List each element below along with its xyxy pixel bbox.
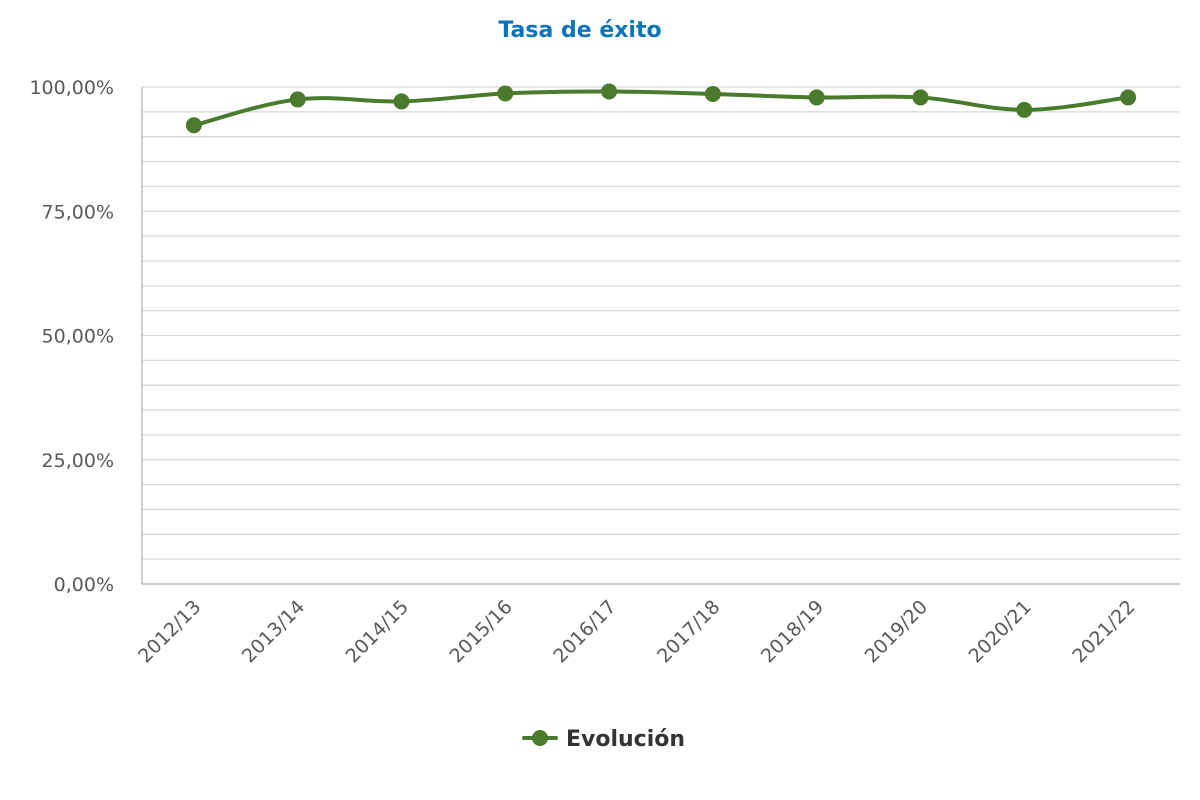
- data-point-marker[interactable]: [393, 93, 410, 110]
- legend-marker-swatch: [532, 730, 548, 746]
- chart-title: Tasa de éxito: [498, 18, 661, 43]
- series-line: [191, 89, 1131, 128]
- series-lines: [191, 89, 1131, 128]
- legend-series-label: Evolución: [566, 727, 685, 752]
- x-tick-label: 2016/17: [549, 596, 620, 667]
- x-tick-label: 2013/14: [238, 596, 309, 667]
- axes: [141, 87, 1180, 585]
- x-tick-label: 2015/16: [445, 596, 516, 667]
- data-point-marker[interactable]: [185, 117, 202, 134]
- y-tick-label: 0,00%: [54, 574, 114, 596]
- x-tick-label: 2020/21: [964, 596, 1035, 667]
- grid-lines: [142, 86, 1180, 585]
- data-point-marker[interactable]: [601, 83, 618, 100]
- series-markers: [185, 83, 1137, 134]
- y-tick-label: 25,00%: [42, 450, 114, 472]
- y-axis-tick-labels: 0,00% 25,00% 50,00% 75,00% 100,00%: [29, 77, 114, 596]
- data-point-marker[interactable]: [704, 85, 721, 102]
- x-tick-label: 2014/15: [342, 596, 413, 667]
- data-point-marker[interactable]: [1016, 101, 1033, 118]
- x-tick-label: 2018/19: [757, 596, 828, 667]
- y-tick-label: 100,00%: [29, 77, 114, 99]
- x-tick-label: 2017/18: [653, 596, 724, 667]
- y-tick-label: 75,00%: [42, 201, 114, 223]
- data-point-marker[interactable]: [1120, 89, 1137, 106]
- x-tick-label: 2021/22: [1068, 596, 1139, 667]
- x-tick-label: 2019/20: [861, 596, 932, 667]
- data-point-marker[interactable]: [497, 85, 514, 102]
- legend[interactable]: Evolución: [522, 727, 685, 752]
- x-tick-label: 2012/13: [134, 596, 205, 667]
- y-tick-label: 50,00%: [42, 326, 114, 348]
- data-point-marker[interactable]: [912, 89, 929, 106]
- data-point-marker[interactable]: [289, 91, 306, 108]
- x-axis-tick-labels: 2012/13 2013/14 2014/15 2015/16 2016/17 2017/…: [134, 596, 1140, 667]
- data-point-marker[interactable]: [808, 89, 825, 106]
